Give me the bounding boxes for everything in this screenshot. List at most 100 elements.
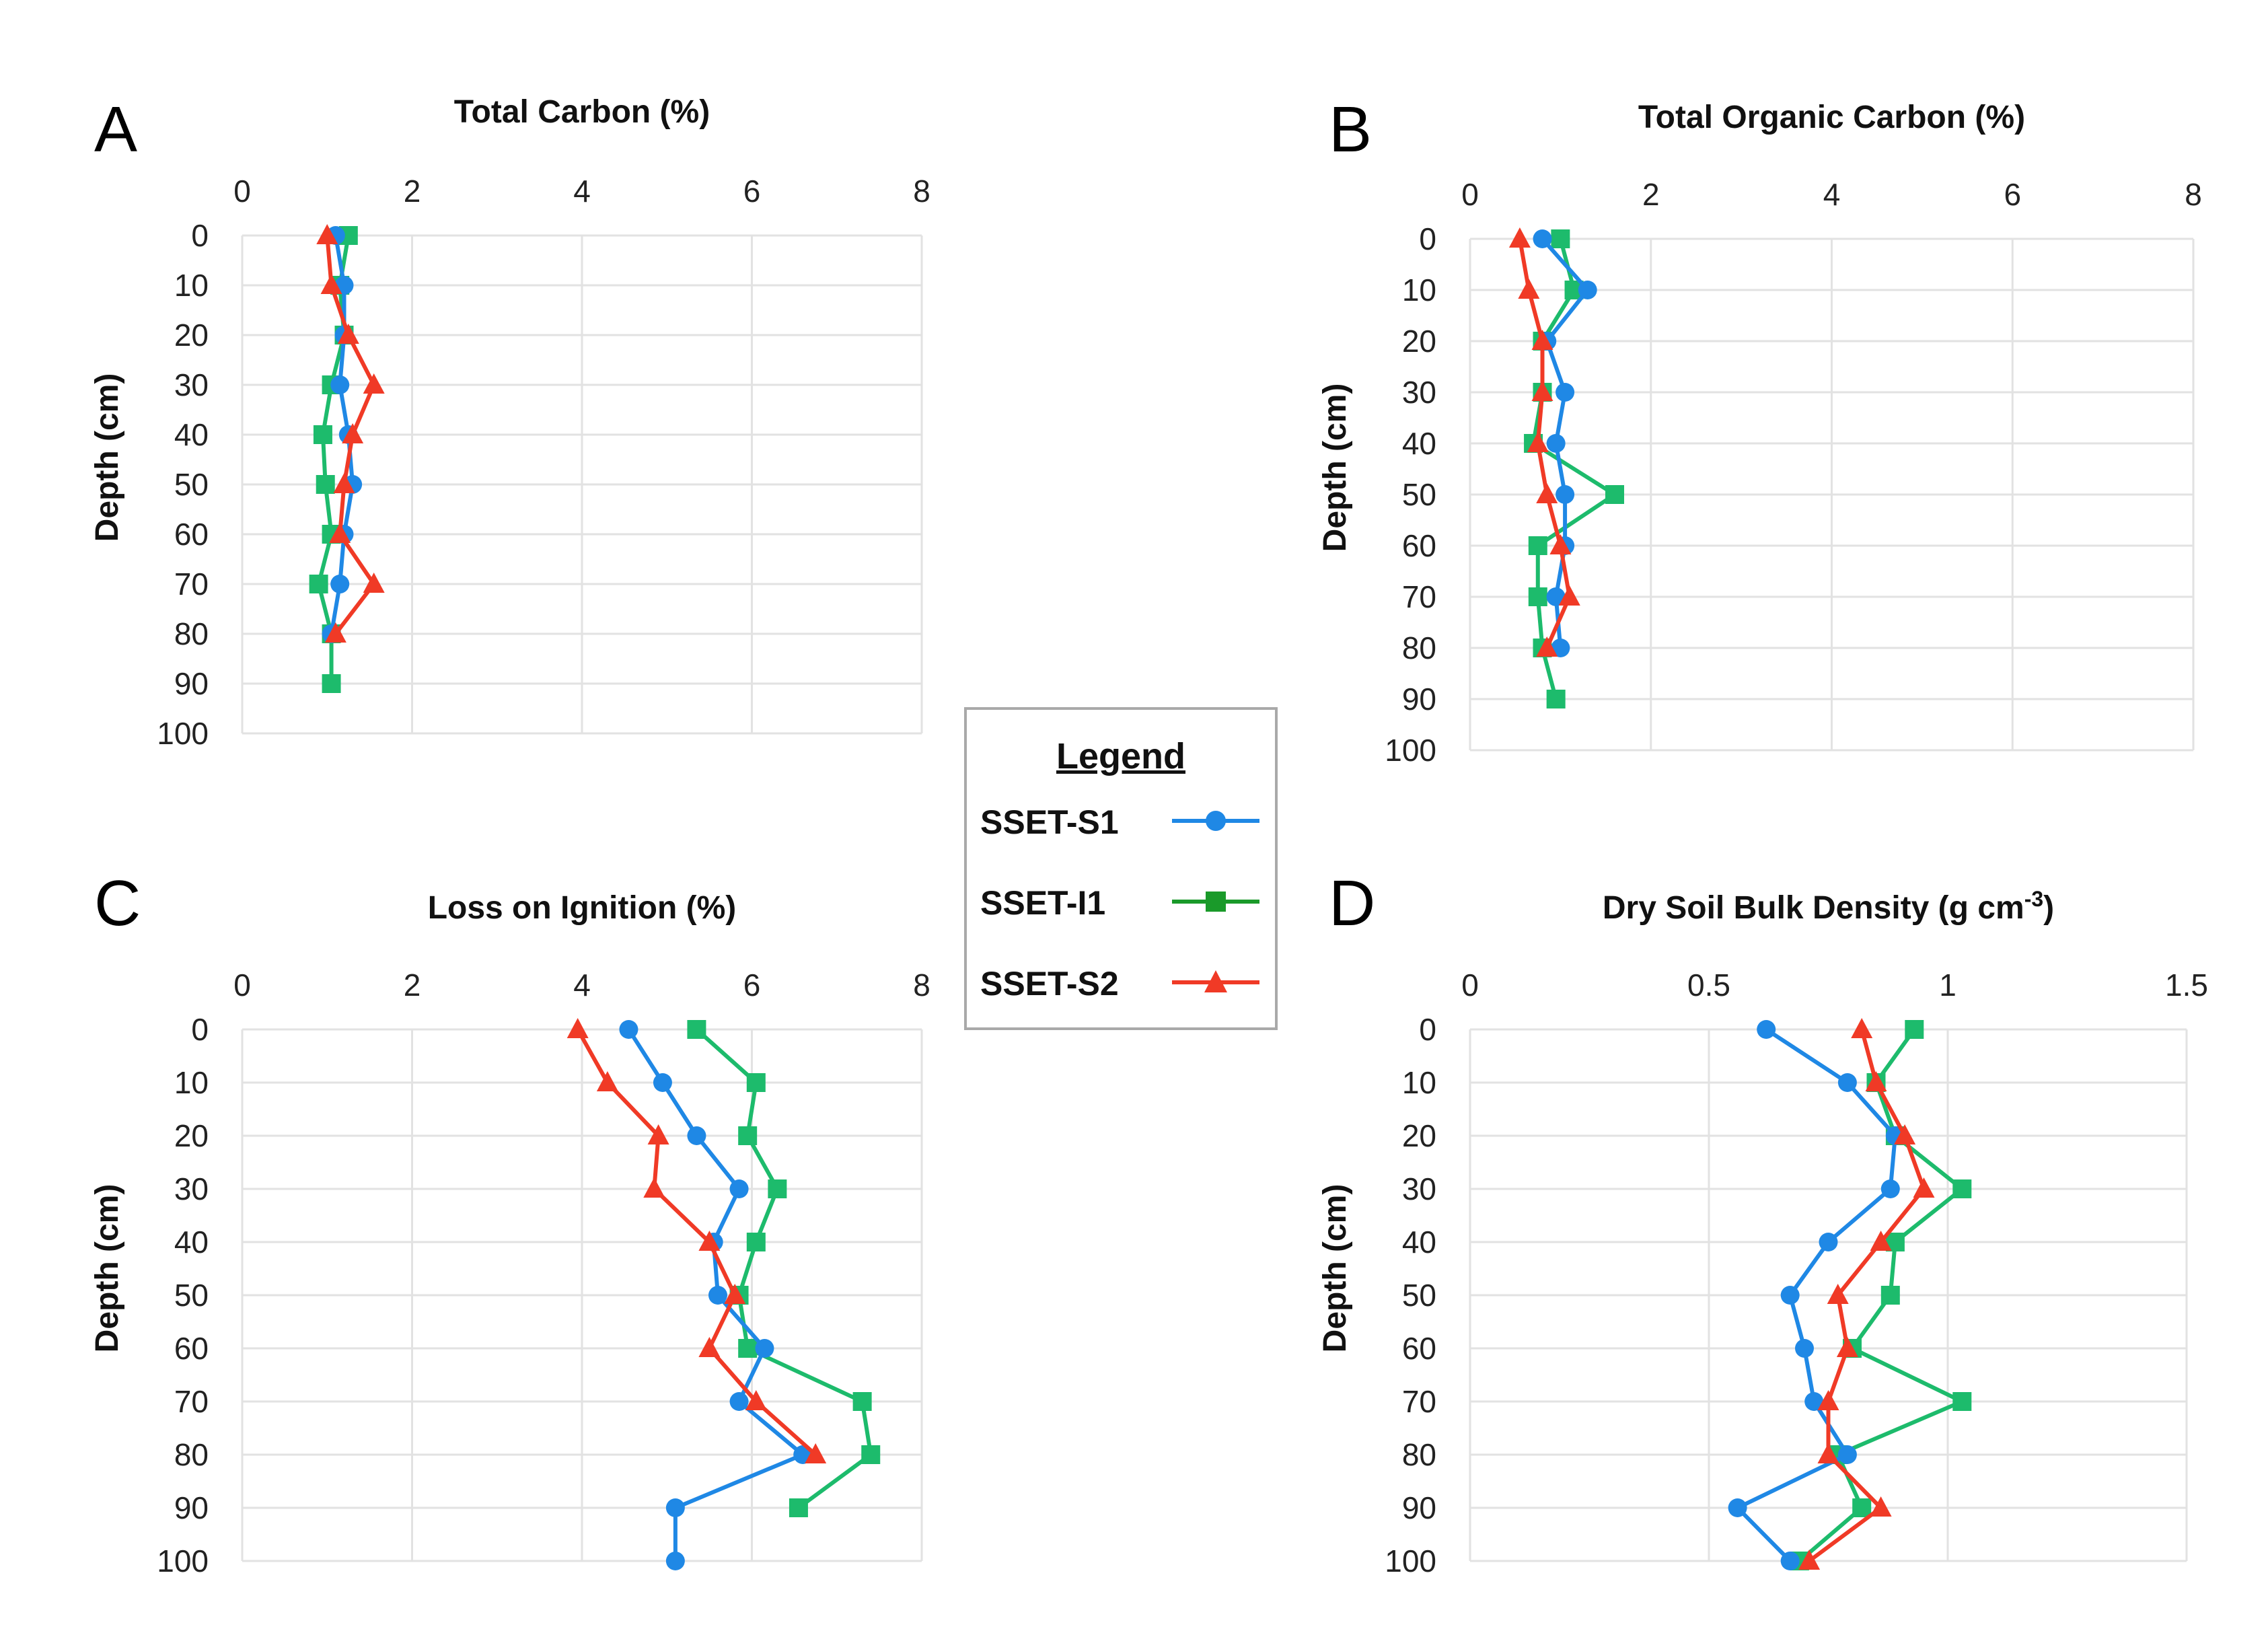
data-point-circle (1546, 587, 1566, 606)
y-tick-label: 90 (174, 666, 209, 701)
data-point-circle (1880, 1179, 1900, 1198)
data-point-triangle (1865, 1071, 1887, 1091)
data-point-triangle (698, 1231, 721, 1251)
data-point-square (1528, 587, 1547, 606)
series-line (1531, 238, 1617, 700)
legend-line-triangle-icon (1172, 970, 1259, 992)
panel-letter: A (94, 94, 137, 166)
y-tick-label: 30 (174, 367, 209, 402)
data-point-triangle (337, 324, 359, 344)
legend-line-circle-icon (1172, 811, 1259, 831)
panel-letter: B (1329, 94, 1372, 166)
data-point-square (1551, 229, 1570, 248)
y-tick-label: 60 (1402, 528, 1436, 563)
x-tick-label: 1.5 (2165, 968, 2208, 1003)
series-sset-s2 (1798, 1018, 1935, 1570)
y-tick-label: 10 (1402, 1065, 1436, 1100)
data-point-circle (665, 1498, 685, 1517)
data-point-triangle (1798, 1550, 1821, 1570)
y-tick-label: 90 (174, 1490, 209, 1525)
series-sset-s1 (619, 1020, 813, 1570)
data-point-circle (330, 375, 350, 394)
legend-entry-sset-s1: SSET-S1 (980, 797, 1270, 844)
series-sset-s1 (1533, 229, 1597, 657)
data-point-square (1528, 536, 1547, 555)
data-point-square (768, 1179, 787, 1198)
chart-panel-d: D Dry Soil Bulk Density (g cm-3) 0 0.5 1 1.5 0… (1317, 867, 2208, 1578)
y-tick-label: 70 (1402, 1384, 1436, 1419)
y-tick-label: 40 (1402, 1225, 1436, 1260)
y-tick-label: 30 (1402, 375, 1436, 410)
data-point-circle (1780, 1552, 1800, 1570)
legend-entry-sset-i1: SSET-I1 (980, 878, 1270, 925)
data-point-triangle (320, 274, 342, 294)
y-axis-label: Depth (cm) (89, 373, 125, 542)
y-tick-label: 60 (174, 1331, 209, 1366)
x-tick-label: 6 (2004, 177, 2021, 212)
legend-title: Legend (1056, 736, 1185, 776)
data-point-triangle (1549, 534, 1572, 554)
y-tick-label: 0 (1419, 221, 1436, 256)
data-point-circle (665, 1552, 685, 1570)
panel-letter: C (94, 867, 141, 939)
data-point-triangle (1851, 1018, 1873, 1038)
chart-title: Loss on Ignition (%) (428, 890, 737, 926)
y-tick-label: 20 (174, 318, 209, 353)
chart-title: Total Organic Carbon (%) (1638, 100, 2025, 135)
data-point-circle (619, 1020, 638, 1039)
y-tick-label: 70 (174, 567, 209, 602)
series-sset-s2 (316, 224, 385, 643)
data-point-square (789, 1498, 808, 1517)
y-tick-label: 40 (1402, 426, 1436, 461)
data-point-triangle (1836, 1337, 1858, 1357)
y-tick-label: 70 (174, 1384, 209, 1419)
y-tick-label: 50 (174, 467, 209, 502)
chart-panel-b: B Total Organic Carbon (%)0 2 4 6 80102030405… (1317, 94, 2202, 768)
data-point-circle (330, 575, 350, 593)
y-axis-label: Depth (cm) (1317, 384, 1353, 552)
y-tick-label: 50 (1402, 1278, 1436, 1313)
x-tick-label: 0 (233, 968, 251, 1003)
x-tick-label: 0.5 (1687, 968, 1730, 1003)
data-point-triangle (805, 1443, 827, 1463)
series-sset-s2 (566, 1018, 827, 1463)
data-point-square (738, 1339, 758, 1358)
data-point-triangle (1531, 330, 1553, 350)
data-point-square (316, 475, 335, 494)
data-point-triangle (1870, 1231, 1892, 1251)
data-point-triangle (596, 1071, 618, 1091)
y-tick-label: 90 (1402, 682, 1436, 717)
data-point-square (309, 575, 328, 593)
y-tick-label: 100 (1385, 1543, 1436, 1578)
data-point-square (1952, 1179, 1972, 1198)
data-point-square (322, 674, 341, 693)
y-tick-label: 40 (174, 417, 209, 452)
data-point-triangle (1913, 1177, 1935, 1198)
data-point-square (1905, 1020, 1924, 1039)
y-tick-label: 100 (157, 716, 209, 751)
data-point-triangle (1894, 1124, 1916, 1144)
y-axis-label: Depth (cm) (1317, 1184, 1353, 1353)
data-point-triangle (1817, 1390, 1839, 1410)
data-point-square (1605, 485, 1624, 504)
y-tick-label: 40 (174, 1225, 209, 1260)
data-point-circle (1795, 1339, 1814, 1358)
x-tick-label: 6 (743, 968, 761, 1003)
series-sset-i1 (1524, 229, 1624, 708)
data-point-circle (1819, 1233, 1838, 1251)
data-point-square (746, 1073, 766, 1092)
data-point-triangle (1827, 1284, 1849, 1304)
x-tick-label: 2 (404, 174, 421, 209)
data-point-circle (1551, 639, 1570, 657)
data-point-triangle (342, 423, 364, 443)
x-tick-label: 4 (1823, 177, 1841, 212)
data-point-circle (687, 1126, 706, 1145)
data-point-circle (1556, 383, 1575, 402)
data-point-triangle (329, 523, 351, 543)
y-tick-label: 60 (1402, 1331, 1436, 1366)
data-point-triangle (316, 224, 338, 244)
data-point-square (1952, 1392, 1972, 1411)
data-point-triangle (363, 573, 385, 593)
legend-entry-sset-s2: SSET-S2 (980, 959, 1270, 1006)
